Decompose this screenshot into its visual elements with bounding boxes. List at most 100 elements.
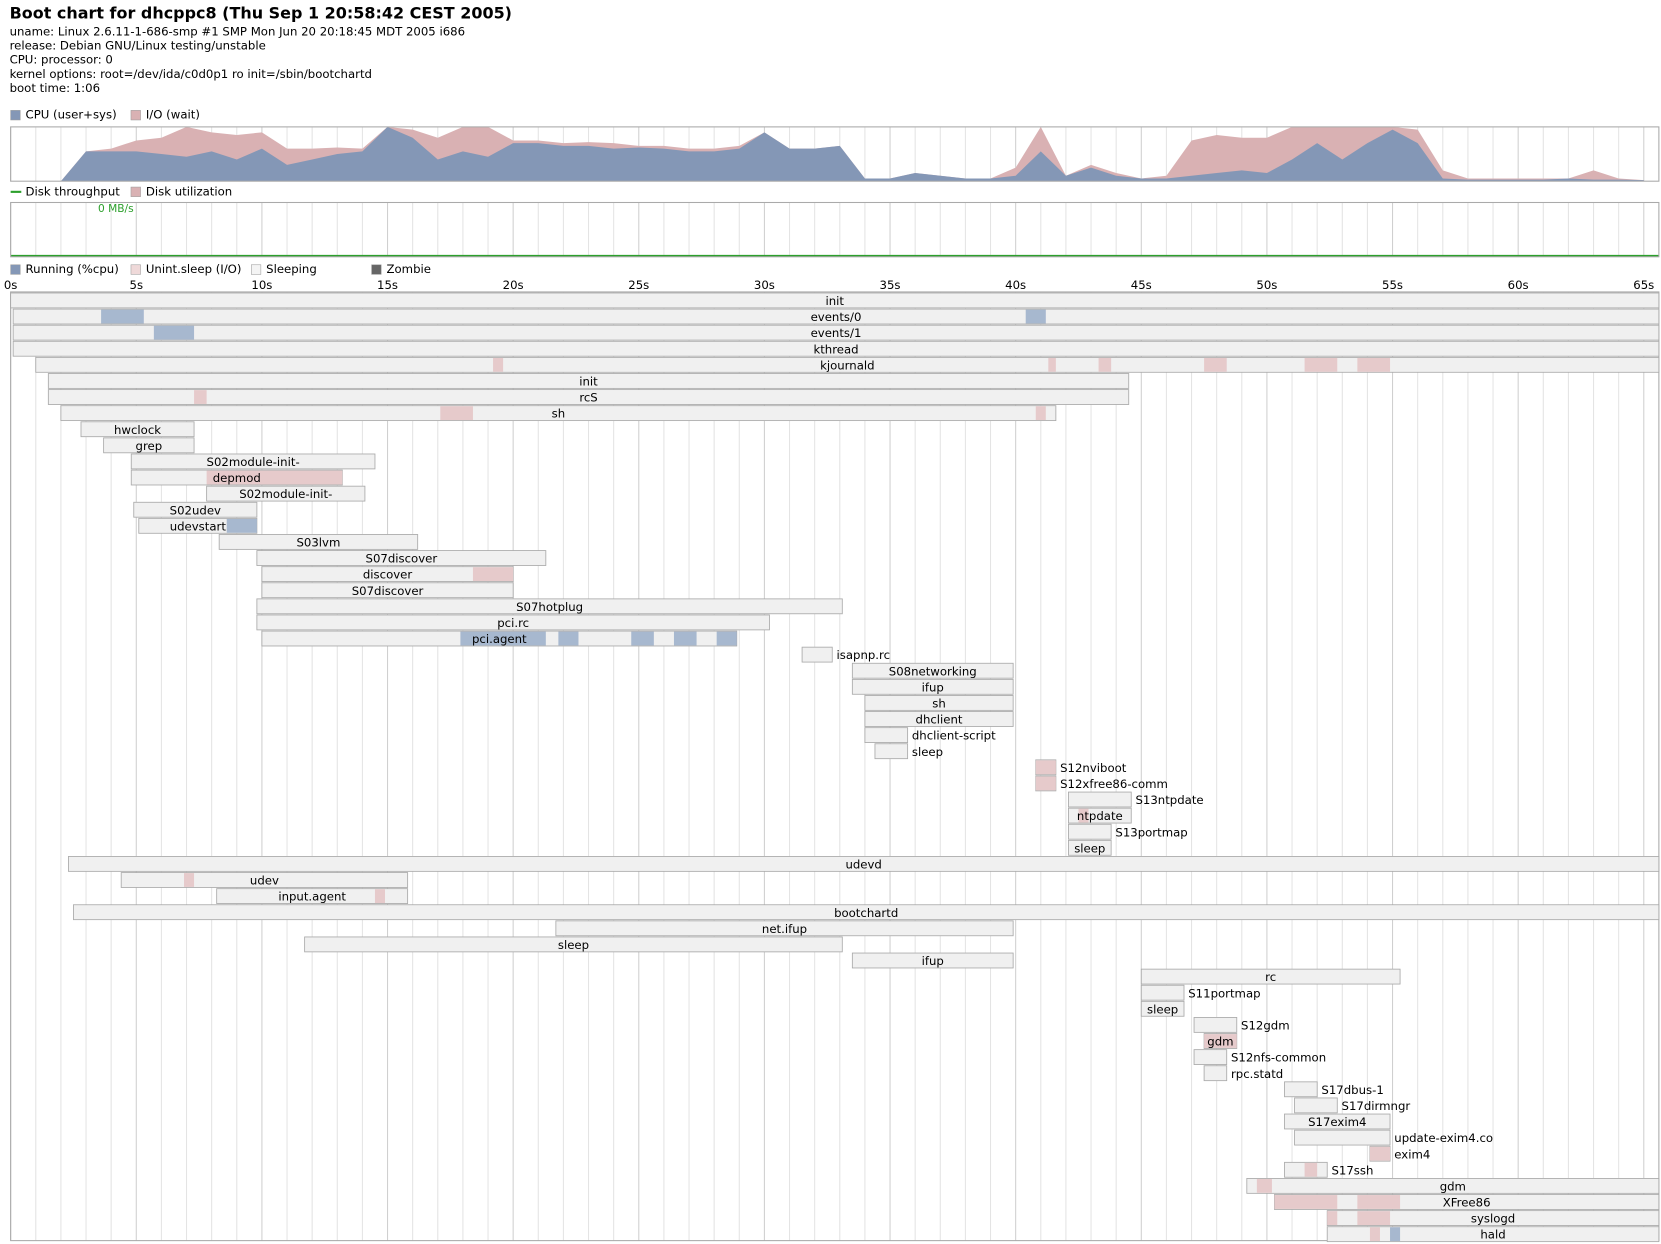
process-bar (103, 437, 195, 454)
running-segment (673, 631, 697, 646)
process-label: bootchartd (834, 906, 898, 920)
io-segment (1098, 357, 1112, 372)
process-label: rc (1265, 970, 1276, 984)
process-row: S17ssh (1284, 1161, 1373, 1178)
process-row: rpc.statd (1203, 1065, 1283, 1082)
process-row: kjournald (35, 356, 1660, 373)
process-bar (1067, 791, 1132, 808)
process-bar (801, 646, 833, 663)
process-label: rcS (579, 391, 597, 405)
process-label: sleep (912, 745, 943, 759)
legend-swatch (130, 110, 141, 121)
process-label: S13ntpdate (1135, 793, 1203, 807)
io-segment (1304, 357, 1338, 372)
process-label: S08networking (889, 664, 977, 678)
x-tick-label: 30s (754, 278, 775, 292)
process-label: net.ifup (762, 922, 807, 936)
process-row: S07hotplug (256, 598, 843, 615)
title: Boot chart for dhcppc8 (Thu Sep 1 20:58:… (10, 4, 512, 23)
x-tick-label: 15s (377, 278, 398, 292)
process-row: S02udev (133, 501, 258, 518)
io-segment (1369, 1146, 1391, 1161)
process-row: S17dbus-1 (1284, 1081, 1384, 1098)
process-label: grep (136, 439, 163, 453)
x-tick-label: 65s (1633, 278, 1654, 292)
process-bar (35, 356, 1660, 373)
process-label: init (826, 294, 845, 308)
process-bar (1203, 1065, 1228, 1082)
process-label: S17exim4 (1308, 1115, 1366, 1129)
process-row: S12nfs-common (1193, 1049, 1326, 1065)
legend-swatch (10, 110, 21, 121)
process-label: dhclient-script (912, 729, 996, 743)
process-row: update-exim4.co (1294, 1129, 1493, 1146)
process-row: init (47, 373, 1130, 389)
process-row: pci.rc (256, 614, 770, 631)
process-label: udevstart (170, 519, 227, 533)
process-label: sleep (1074, 841, 1105, 855)
header-line: CPU: processor: 0 (10, 53, 113, 67)
process-row: ifup (851, 678, 1014, 695)
process-row: bootchartd (73, 904, 1660, 921)
io-segment (1274, 1195, 1338, 1209)
process-row: events/1 (12, 324, 1660, 341)
process-bar (216, 888, 409, 904)
process-row: input.agent (216, 888, 409, 904)
io-segment (1035, 760, 1056, 775)
header-line: kernel options: root=/dev/ida/c0d0p1 ro … (10, 67, 372, 81)
process-label: S03lvm (296, 535, 340, 549)
process-bar (851, 662, 1014, 679)
io-segment (472, 567, 514, 582)
process-row: S12xfree86-comm (1035, 775, 1168, 792)
io-segment (1078, 808, 1089, 823)
process-label: sleep (558, 938, 589, 952)
running-segment (558, 631, 579, 646)
process-row: S03lvm (218, 534, 419, 550)
process-label: kjournald (820, 358, 874, 372)
header-line: boot time: 1:06 (10, 81, 100, 95)
io-segment (1204, 357, 1227, 372)
x-tick-label: 55s (1382, 278, 1403, 292)
legend-swatch (130, 264, 141, 275)
process-row: S17dirmngr (1294, 1097, 1410, 1114)
process-row: udevd (68, 856, 1660, 872)
process-row: udev (120, 872, 409, 888)
process-bar (10, 292, 1660, 309)
process-label: hwclock (114, 423, 161, 437)
x-tick-label: 35s (880, 278, 901, 292)
process-label: S17ssh (1331, 1163, 1373, 1177)
process-bar (256, 598, 843, 615)
process-row: events/0 (12, 308, 1660, 325)
process-row: depmod (130, 469, 343, 486)
process-label: XFree86 (1443, 1196, 1491, 1210)
process-row: dhclient-script (864, 727, 996, 743)
process-bar (12, 324, 1660, 341)
process-row: dhclient (864, 711, 1014, 727)
process-bar (1193, 1017, 1238, 1033)
running-segment (460, 631, 546, 646)
running-segment (101, 309, 144, 324)
process-bar (1326, 1226, 1660, 1243)
process-row: init (10, 292, 1660, 309)
io-segment (1369, 1227, 1380, 1242)
process-bar (218, 534, 419, 550)
process-frame (10, 291, 1660, 1242)
io-segment (1035, 776, 1056, 791)
process-row: grep (103, 437, 195, 454)
io-segment (1357, 1195, 1401, 1209)
process-bar (1294, 1129, 1391, 1146)
process-row: S17exim4 (1284, 1113, 1391, 1130)
io-segment (1048, 357, 1056, 372)
process-label: S07hotplug (516, 600, 583, 614)
process-row: S02module-init- (206, 485, 366, 502)
legend-label: Zombie (387, 262, 431, 276)
process-bar (1140, 984, 1185, 1001)
process-row: S12nviboot (1035, 759, 1127, 776)
legend-label: Unint.sleep (I/O) (146, 262, 242, 276)
process-row: kthread (12, 340, 1660, 357)
process-label: dhclient (916, 713, 963, 727)
running-segment (153, 325, 195, 340)
process-label: hald (1480, 1228, 1505, 1242)
process-label: ifup (922, 680, 944, 694)
